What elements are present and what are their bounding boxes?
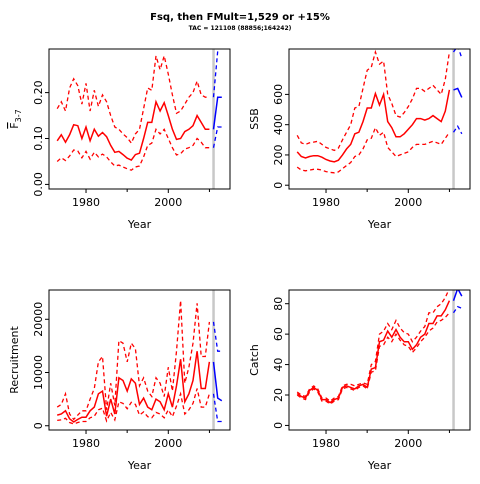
plot-area: [296, 281, 463, 405]
proj-median-line: [452, 290, 463, 301]
x-axis-label: Year: [367, 459, 392, 472]
y-axis-label: Catch: [248, 344, 261, 376]
y-tick-label: 80: [272, 297, 285, 311]
catch-panel: 1980 2000 0 20 40 60 80 Year Catch: [248, 281, 471, 472]
plot-area: [56, 49, 222, 171]
proj-hi-line: [454, 281, 462, 289]
hist-median-line: [296, 300, 451, 404]
proj-median-line: [212, 361, 223, 402]
plot-frame: [288, 289, 471, 431]
y-tick-label: 40: [272, 358, 285, 372]
x-tick-label: 1980: [312, 196, 340, 209]
proj-median-line: [453, 87, 463, 98]
y-tick-label: 60: [272, 327, 285, 341]
f-panel: 1980 2000 0.00 0.10 0.20 Year F3-7: [8, 48, 231, 231]
x-axis-label: Year: [127, 218, 152, 231]
x-tick-label: 2000: [394, 437, 422, 450]
y-axis-label: F3-7: [8, 109, 23, 128]
y-tick-label: 0.00: [32, 172, 45, 197]
hist-median-line: [57, 351, 211, 423]
y-tick-label: 600: [272, 84, 285, 105]
x-tick-label: 2000: [394, 196, 422, 209]
plot-frame: [48, 289, 231, 431]
hist-median-line: [56, 99, 210, 162]
plot-area: [296, 49, 463, 174]
y-tick-label: 0.10: [32, 126, 45, 151]
y-axis-label: Recruitment: [8, 326, 21, 394]
proj-median-line: [212, 96, 222, 130]
hist-lo-line: [296, 312, 450, 405]
ssb-panel: 1980 2000 0 200 400 600 Year SSB: [248, 48, 471, 231]
hist-hi-line: [296, 49, 451, 152]
x-axis-label: Year: [367, 218, 392, 231]
hist-hi-line: [296, 290, 450, 402]
y-tick-label: 0: [32, 422, 45, 429]
hist-lo-line: [296, 126, 450, 174]
proj-hi-line: [452, 49, 463, 59]
plot-frame: [288, 48, 471, 190]
proj-lo-line: [452, 124, 463, 135]
y-tick-label: 20: [272, 388, 285, 402]
x-tick-label: 2000: [154, 437, 182, 450]
proj-hi-line: [212, 49, 221, 98]
proj-lo-line: [452, 305, 463, 314]
x-tick-label: 2000: [154, 196, 182, 209]
y-tick-label: 0.20: [32, 80, 45, 105]
figure-title: Fsq, then FMult=1,529 or +15%: [150, 12, 330, 23]
plot-area: [56, 300, 223, 425]
x-axis-label: Year: [127, 459, 152, 472]
y-axis-label-sub: 3-7: [14, 109, 23, 122]
y-axis-label-main: F: [8, 122, 21, 128]
y-tick-label: 20000: [32, 302, 45, 337]
y-tick-label: 0: [272, 422, 285, 429]
hist-hi-line: [56, 300, 211, 421]
hist-hi-line: [56, 53, 210, 145]
hist-lo-line: [57, 388, 211, 425]
proj-hi-line: [212, 321, 222, 352]
hist-lo-line: [56, 128, 210, 171]
x-tick-label: 1980: [72, 196, 100, 209]
x-tick-label: 1980: [72, 437, 100, 450]
proj-lo-line: [212, 126, 222, 148]
y-tick-label: 400: [272, 114, 285, 135]
hist-median-line: [296, 89, 451, 163]
figure-subtitle: TAC = 121108 (88856;164242): [189, 25, 292, 32]
x-tick-label: 1980: [312, 437, 340, 450]
y-tick-label: 0: [272, 182, 285, 189]
y-tick-label: 200: [272, 144, 285, 165]
y-axis-label: SSB: [248, 108, 261, 130]
y-tick-label: 10000: [32, 355, 45, 390]
proj-lo-line: [212, 393, 222, 423]
plot-frame: [48, 48, 231, 190]
